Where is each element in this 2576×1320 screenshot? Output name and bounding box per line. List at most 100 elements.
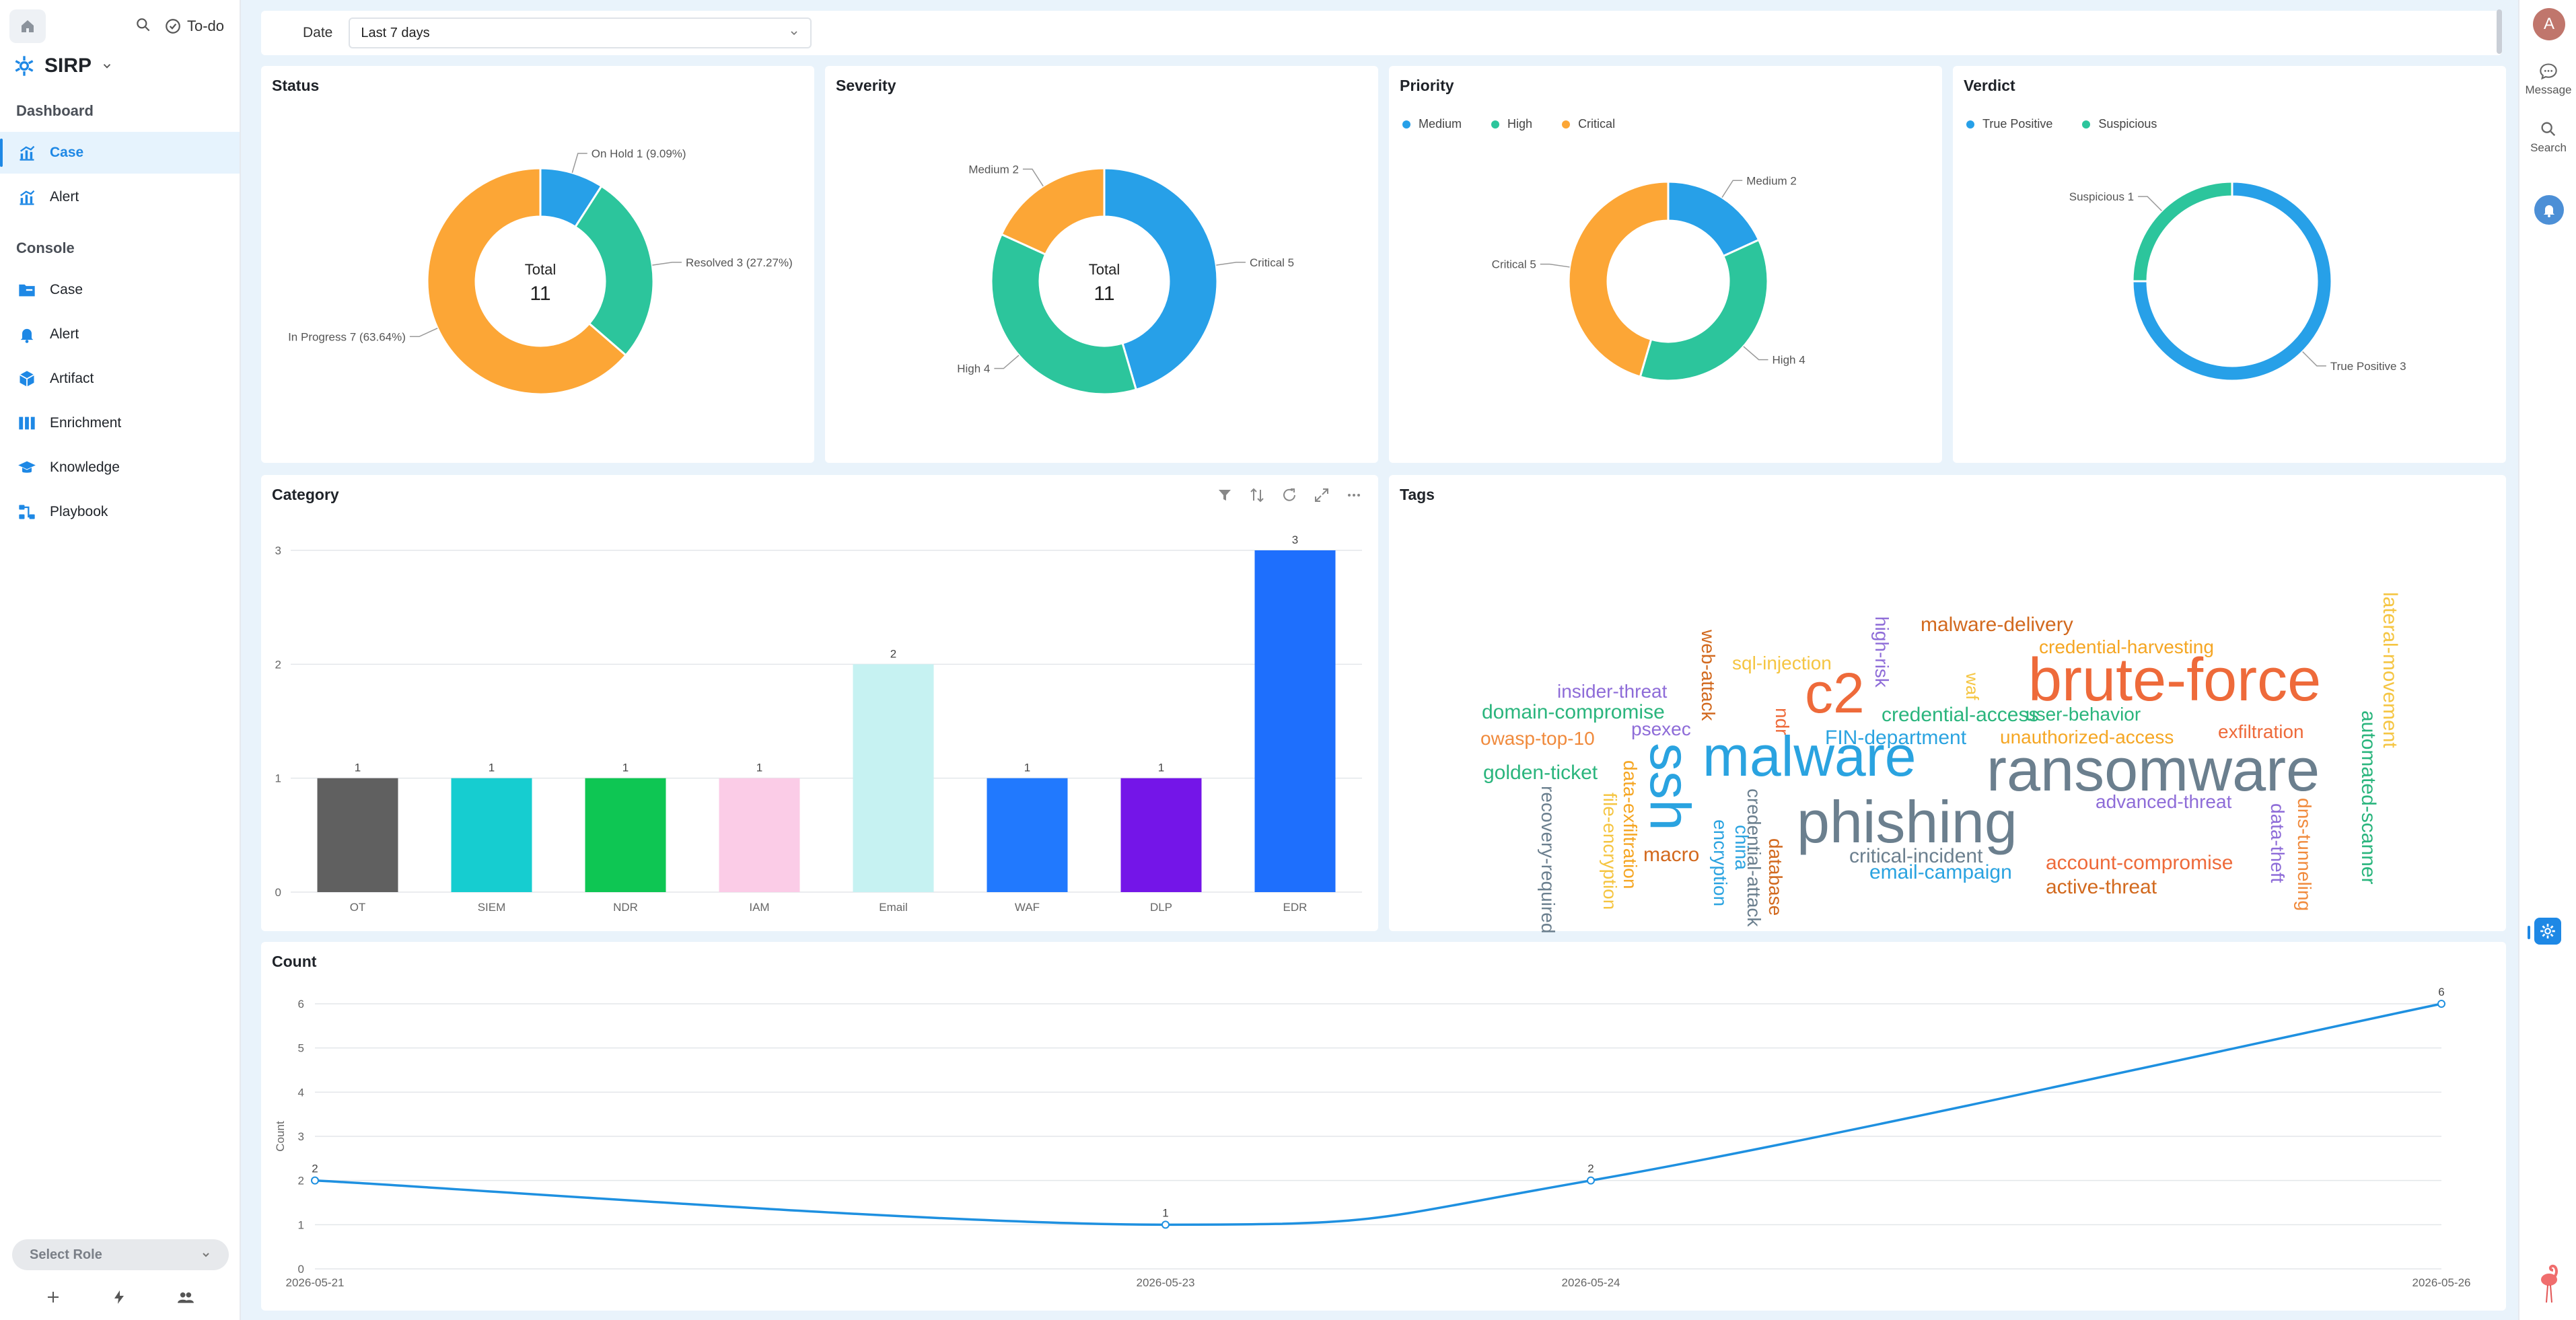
filter-icon[interactable] (1217, 487, 1233, 503)
tag-word[interactable]: FIN-department (1825, 727, 1967, 749)
bar[interactable] (1254, 550, 1336, 892)
tag-word[interactable]: owasp-top-10 (1480, 728, 1595, 749)
tag-word[interactable]: automated-scanner (2357, 710, 2380, 885)
avatar[interactable]: A (2533, 8, 2565, 40)
legend-item[interactable]: Medium (1402, 117, 1462, 131)
tag-word[interactable]: ssh (1639, 743, 1702, 831)
tag-word[interactable]: psexec (1631, 719, 1691, 739)
tag-word[interactable]: brute-force (2028, 647, 2322, 714)
bar[interactable] (451, 778, 532, 892)
bar[interactable] (853, 664, 934, 892)
tag-word[interactable]: macro (1643, 844, 1700, 866)
tag-word[interactable]: encryption (1710, 819, 1731, 907)
message-button[interactable]: Message (2519, 62, 2576, 97)
donut-slice[interactable] (426, 167, 628, 396)
bar[interactable] (987, 778, 1068, 892)
notification-button[interactable] (2534, 195, 2564, 225)
legend-item[interactable]: High (1491, 117, 1532, 131)
tag-word[interactable]: account-compromise (2046, 852, 2233, 874)
donut-slice[interactable] (1103, 167, 1219, 392)
sidebar-item-console-artifact[interactable]: Artifact (0, 358, 240, 400)
sidebar-item-console-enrichment[interactable]: Enrichment (0, 402, 240, 444)
legend-item[interactable]: True Positive (1966, 117, 2052, 131)
tag-word[interactable]: active-threat (2046, 876, 2157, 898)
tag-word[interactable]: china (1731, 825, 1752, 870)
donut-slice[interactable] (2131, 180, 2333, 382)
tag-word[interactable]: credential-attack (1744, 789, 1764, 927)
bar[interactable] (719, 778, 800, 892)
tag-word[interactable]: golden-ticket (1483, 762, 1598, 784)
tag-word[interactable]: malware-delivery (1921, 614, 2073, 636)
donut-slice[interactable] (990, 233, 1138, 396)
users-icon[interactable] (177, 1288, 194, 1306)
tag-word[interactable]: advanced-threat (2096, 791, 2232, 812)
tag-word[interactable]: data-exfiltration (1620, 760, 1641, 889)
legend-item[interactable]: Suspicious (2082, 117, 2157, 131)
bolt-icon[interactable] (111, 1289, 127, 1305)
tag-word[interactable]: exfiltration (2218, 721, 2304, 742)
expand-icon[interactable] (1314, 487, 1330, 503)
bar[interactable] (1120, 778, 1202, 892)
tag-word[interactable]: dns-tunneling (2294, 798, 2315, 912)
tag-word[interactable]: sql-injection (1732, 653, 1832, 673)
home-button[interactable] (9, 9, 46, 43)
tag-word[interactable]: file-encryption (1600, 793, 1620, 910)
bar[interactable] (317, 778, 398, 892)
donut-slice[interactable] (1667, 180, 1760, 258)
todo-button[interactable]: To-do (164, 15, 224, 38)
date-range-select[interactable]: Last 7 days (349, 17, 812, 48)
page-scrollbar[interactable] (2497, 9, 2502, 54)
tag-word[interactable]: lateral-movement (2379, 592, 2401, 748)
tag-word[interactable]: credential-harvesting (2039, 636, 2214, 657)
tag-word[interactable]: web-attack (1698, 630, 1719, 721)
tag-word[interactable]: recovery-required (1538, 786, 1559, 934)
tag-word[interactable]: c2 (1805, 661, 1865, 725)
bar[interactable] (585, 778, 666, 892)
tag-word[interactable]: data-theft (2267, 803, 2288, 883)
section-dashboard: Dashboard (16, 102, 94, 119)
settings-button[interactable] (2534, 918, 2561, 945)
tag-word[interactable]: email-campaign (1869, 861, 2012, 883)
tag-word[interactable]: waf (1962, 673, 1982, 700)
sidebar-item-dashboard-case[interactable]: Case (0, 132, 240, 174)
data-point[interactable] (1587, 1176, 1595, 1185)
role-select[interactable]: Select Role (12, 1239, 229, 1270)
sidebar-item-console-playbook[interactable]: Playbook (0, 491, 240, 533)
legend-item[interactable]: Critical (1562, 117, 1615, 131)
donut-slice[interactable] (2131, 180, 2233, 283)
search-button[interactable] (135, 16, 155, 36)
plus-icon[interactable] (45, 1289, 61, 1305)
search-rail-button[interactable]: Search (2519, 120, 2576, 155)
tag-word[interactable]: domain-compromise (1482, 701, 1665, 723)
donut-slice[interactable] (1000, 167, 1106, 256)
donut-slice[interactable] (1567, 180, 1670, 378)
data-point[interactable] (2437, 1000, 2445, 1008)
sidebar-item-console-knowledge[interactable]: Knowledge (0, 447, 240, 488)
tag-word[interactable]: credential-access (1882, 704, 2039, 726)
tag-word[interactable]: malware (1703, 725, 1917, 788)
sort-icon[interactable] (1249, 487, 1265, 503)
tag-word[interactable]: database (1765, 838, 1786, 916)
tag-word[interactable]: ransomware (1987, 737, 2320, 804)
donut-slice[interactable] (573, 184, 655, 357)
y-axis-label: Count (274, 1121, 287, 1152)
series-line[interactable] (314, 1002, 2442, 1226)
tag-word[interactable]: critical-incident (1849, 845, 1983, 867)
donut-slice[interactable] (1639, 238, 1769, 382)
tag-word[interactable]: ndr (1772, 708, 1793, 735)
tag-word[interactable]: phishing (1797, 789, 2017, 855)
flamingo-icon[interactable] (2534, 1262, 2564, 1305)
tag-word[interactable]: high-risk (1871, 616, 1892, 688)
sidebar-item-console-case[interactable]: Case (0, 269, 240, 311)
more-icon[interactable] (1346, 487, 1362, 503)
tag-word[interactable]: user-behavior (2026, 704, 2141, 725)
brand-switcher[interactable]: SIRP (13, 51, 113, 81)
sidebar-item-console-alert[interactable]: Alert (0, 314, 240, 355)
y-tick-label: 2 (298, 1175, 304, 1187)
sidebar-item-dashboard-alert[interactable]: Alert (0, 176, 240, 218)
data-point[interactable] (1161, 1220, 1170, 1229)
tag-word[interactable]: unauthorized-access (2000, 727, 2174, 747)
data-point[interactable] (311, 1176, 319, 1185)
tag-word[interactable]: insider-threat (1557, 681, 1668, 702)
refresh-icon[interactable] (1281, 487, 1297, 503)
